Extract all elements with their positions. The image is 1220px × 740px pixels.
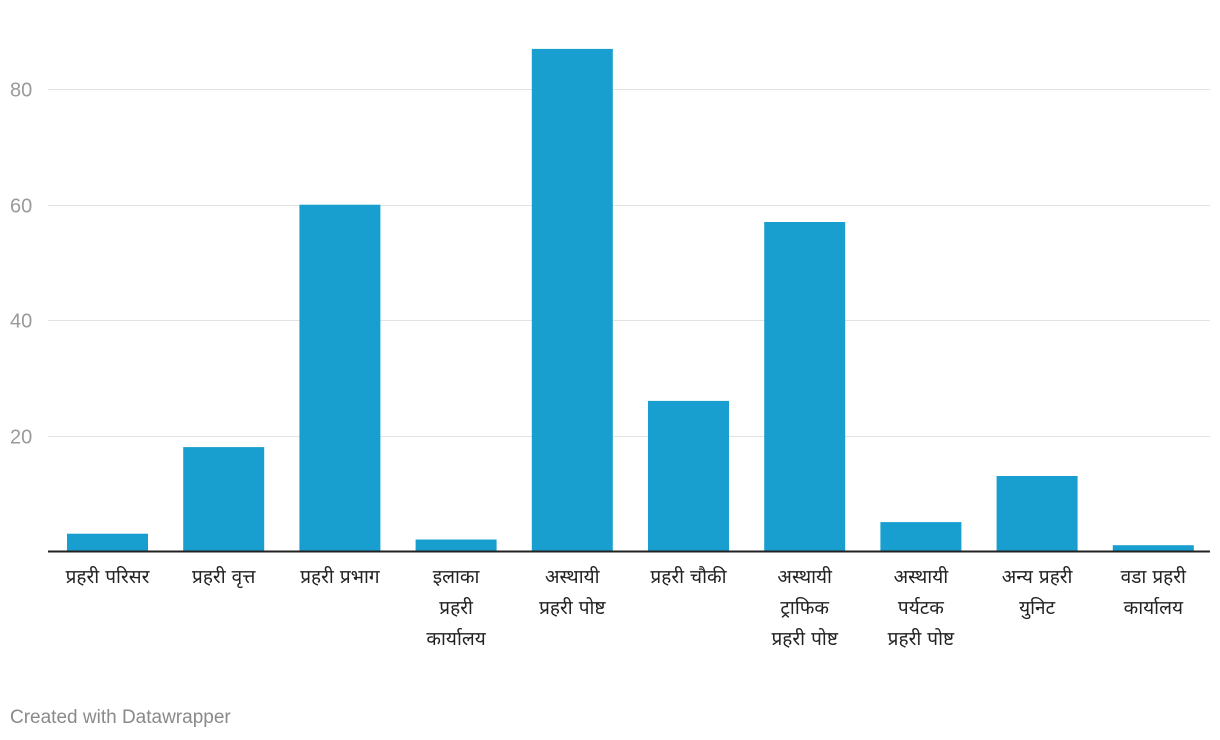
bar: [531, 48, 613, 552]
bar: [415, 539, 497, 551]
x-tick-label-line: वडा प्रहरी: [1121, 565, 1187, 588]
x-tick-label-line: अस्थायी: [894, 565, 950, 588]
x-tick-label: प्रहरी चौकी: [650, 565, 727, 588]
bar: [996, 476, 1078, 551]
x-tick-label-line: इलाका: [433, 566, 481, 588]
bar: [1112, 545, 1194, 551]
bar: [764, 222, 846, 551]
x-tick-label-line: प्रहरी पोष्ट: [888, 627, 955, 650]
x-tick-label: इलाका प्रहरी कार्यालय: [426, 566, 486, 650]
x-tick-label-line: प्रहरी पोष्ट: [539, 596, 606, 619]
x-tick-label-line: अन्य प्रहरी: [1002, 565, 1074, 588]
datawrapper-credit: Created with Datawrapper: [10, 707, 231, 728]
x-tick-label-line: कार्यालय: [426, 627, 486, 650]
bar: [299, 204, 381, 551]
bar: [880, 522, 962, 551]
x-tick-label-line: पर्यटक: [898, 596, 944, 619]
bar: [183, 447, 265, 551]
gridlines: [48, 89, 1210, 437]
x-tick-label: अस्थायी ट्राफिक प्रहरी पोष्ट: [771, 565, 838, 650]
y-tick-label: 20: [10, 427, 32, 449]
y-tick-label: 80: [10, 80, 32, 102]
y-tick-label: 40: [10, 311, 32, 333]
x-tick-label-line: प्रहरी: [439, 596, 474, 619]
x-tick-label: प्रहरी प्रभाग: [300, 565, 380, 588]
x-tick-label: प्रहरी वृत्त: [192, 565, 256, 589]
x-tick-label-line: युनिट: [1019, 596, 1055, 620]
x-tick-label-line: कार्यालय: [1124, 596, 1184, 619]
x-tick-label: अस्थायी प्रहरी पोष्ट: [539, 565, 606, 619]
x-axis-labels: प्रहरी परिसर प्रहरी वृत्त प्रहरी प्रभाग इला…: [66, 565, 1187, 650]
bars: [67, 48, 1194, 552]
x-tick-label-line: अस्थायी: [777, 565, 833, 588]
x-tick-label-line: प्रहरी वृत्त: [192, 565, 256, 589]
x-tick-label-line: प्रहरी चौकी: [650, 565, 727, 588]
x-tick-label: अन्य प्रहरी युनिट: [1002, 565, 1074, 620]
x-tick-label-line: ट्राफिक: [780, 596, 829, 619]
x-tick-label: प्रहरी परिसर: [66, 565, 151, 588]
bar: [648, 400, 729, 551]
x-tick-label-line: प्रहरी प्रभाग: [300, 565, 380, 588]
x-tick-label-line: अस्थायी: [545, 565, 601, 588]
x-tick-label-line: प्रहरी पोष्ट: [771, 627, 838, 650]
y-axis-ticks: 20 40 60 80: [10, 80, 32, 449]
x-tick-label-line: प्रहरी परिसर: [66, 565, 151, 588]
x-tick-label: अस्थायी पर्यटक प्रहरी पोष्ट: [888, 565, 955, 650]
bar: [67, 533, 148, 551]
x-tick-label: वडा प्रहरी कार्यालय: [1121, 565, 1187, 619]
y-tick-label: 60: [10, 196, 32, 218]
